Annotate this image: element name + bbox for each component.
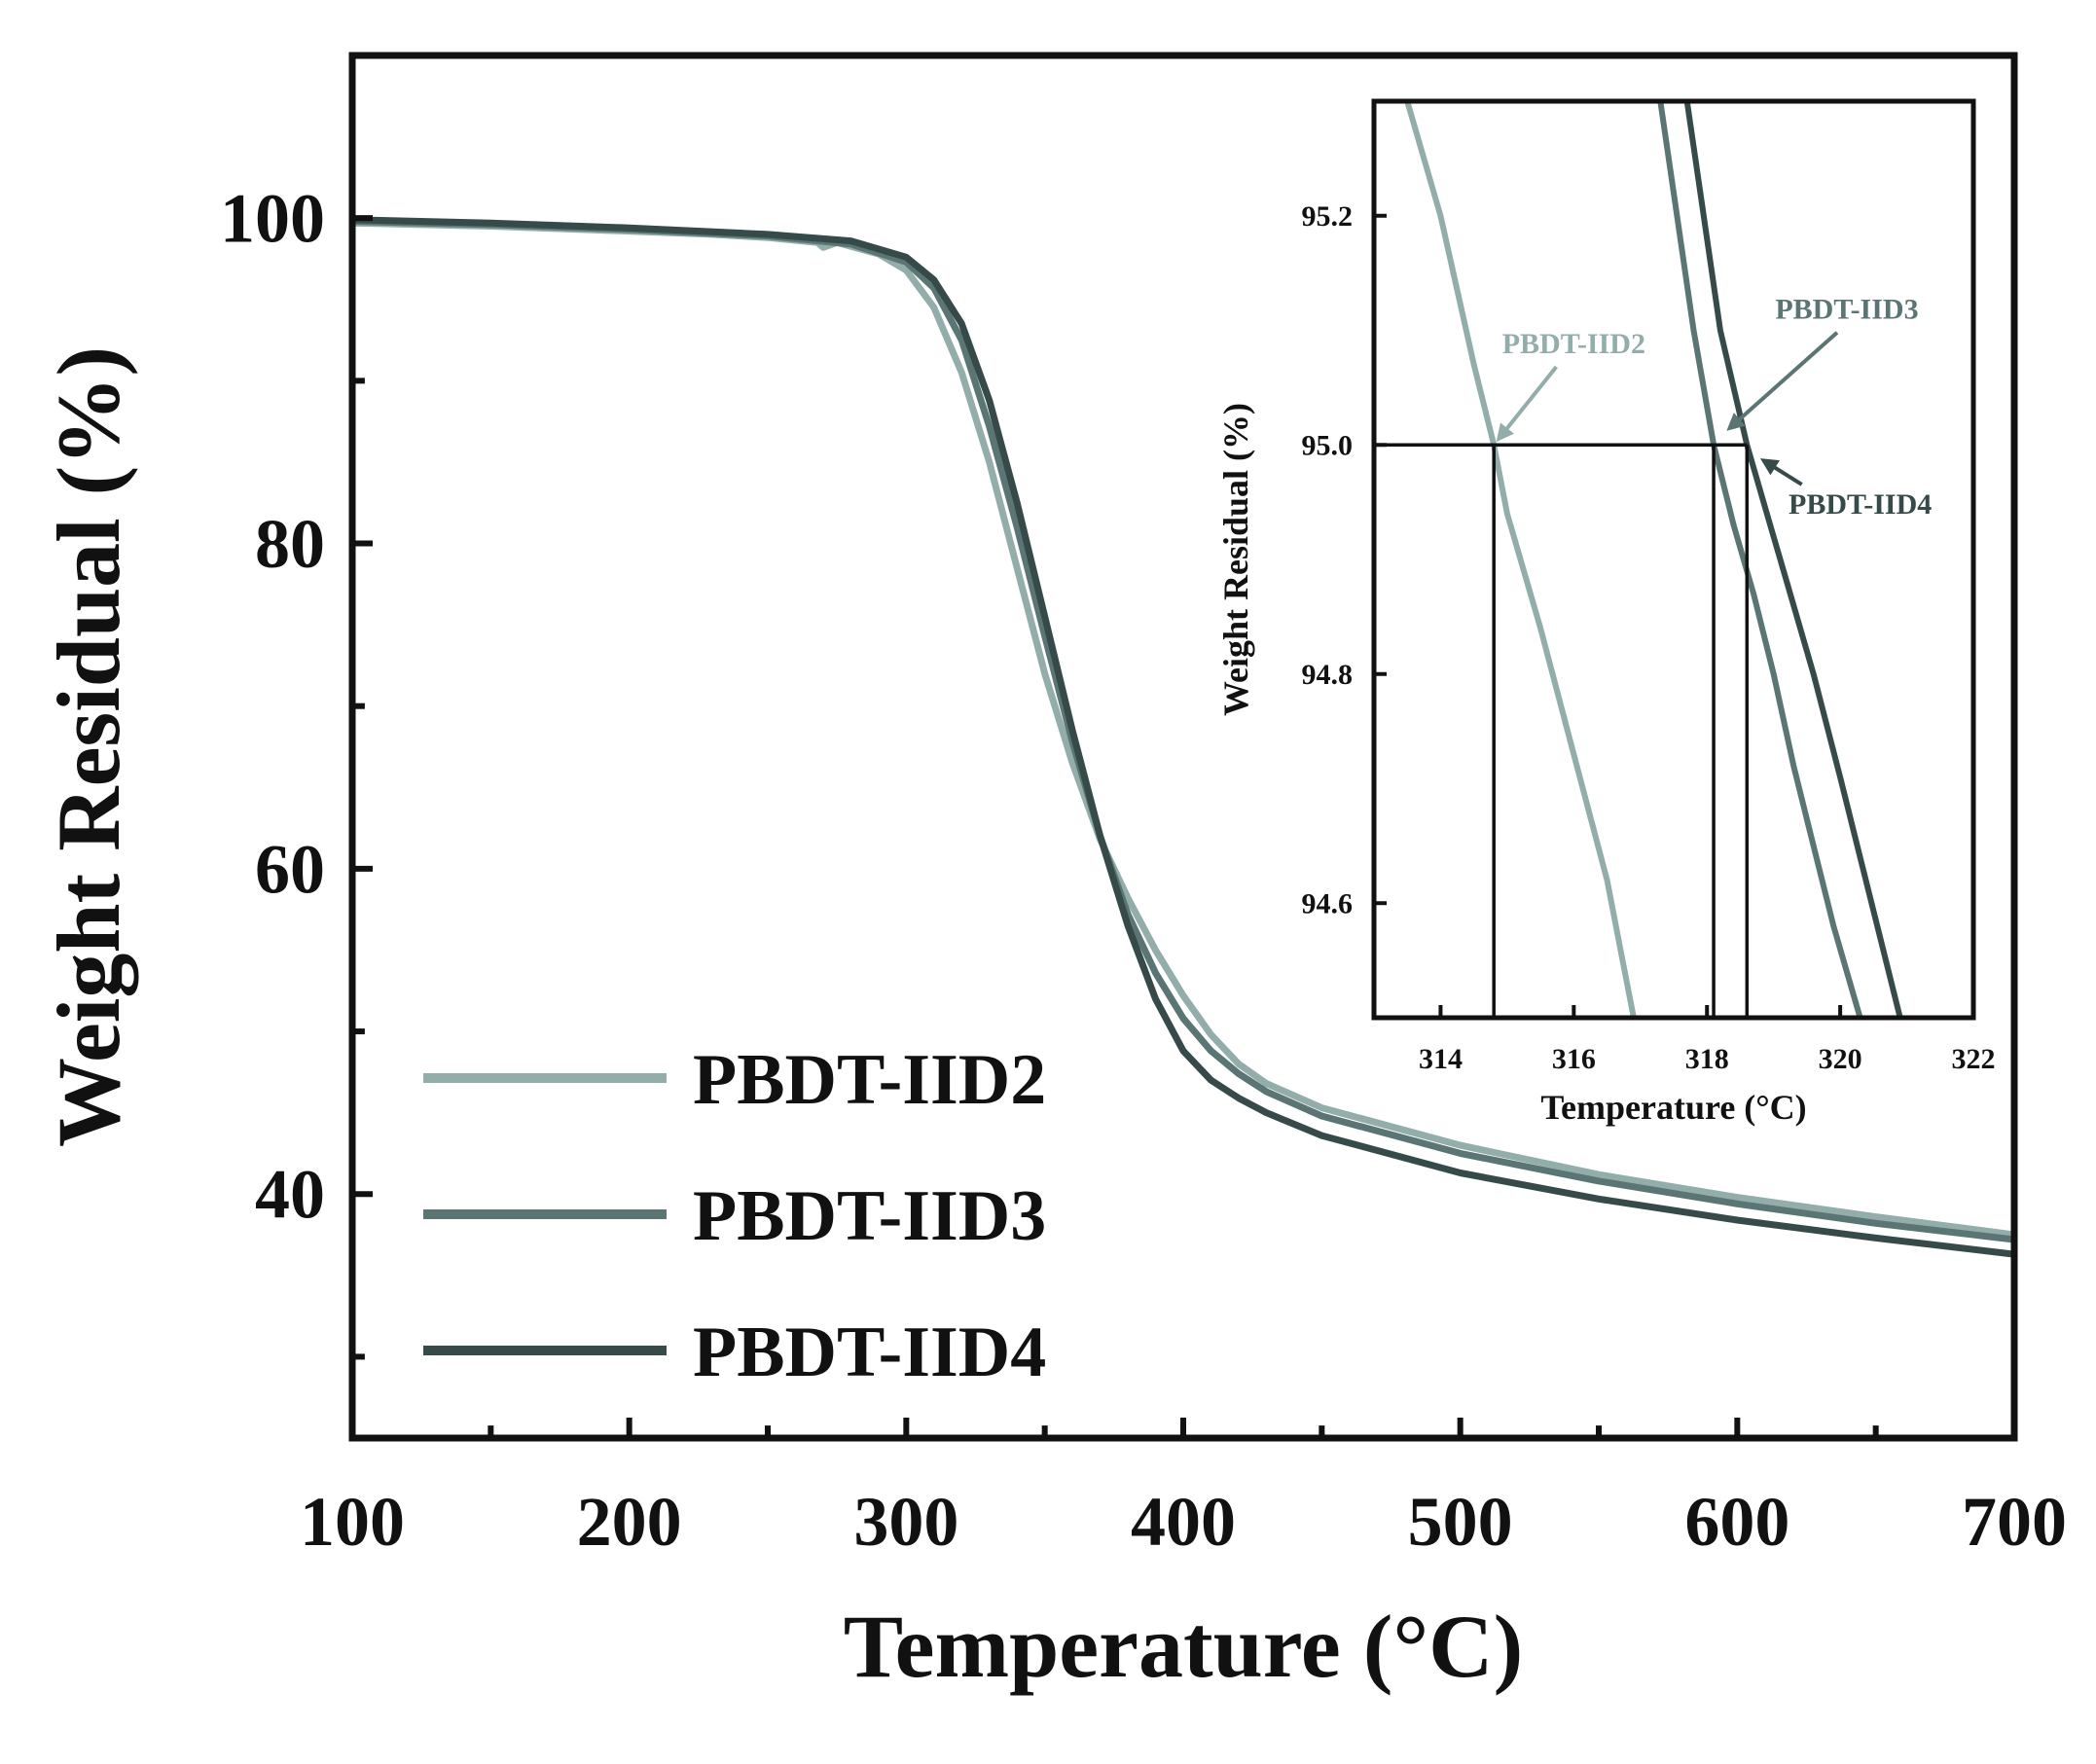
inset-series-line-pbdt-iid3: [1657, 101, 1863, 1018]
main-plot: 100 200 300 400 500 600 700 40 60 80 100 Temperatur…: [39, 52, 2067, 1696]
inset-annotation-arrow-head: [1726, 413, 1746, 431]
main-x-tick-label: 600: [1684, 1483, 1789, 1561]
main-y-tick-label: 100: [220, 180, 325, 258]
legend-item-pbdt-iid4: PBDT-IID4: [423, 1313, 1046, 1392]
inset-series-group: [1404, 101, 1903, 1018]
inset-x-tick-label: 322: [1952, 1043, 1996, 1075]
inset-annotations: PBDT-IID2 PBDT-IID3 PBDT-IID4: [1496, 294, 1932, 521]
legend-item-pbdt-iid3: PBDT-IID3: [423, 1176, 1046, 1256]
inset-y-tick-label: 95.0: [1302, 429, 1354, 461]
inset-x-tick-label: 316: [1552, 1043, 1596, 1075]
inset-annotation-arrow-shaft: [1501, 365, 1558, 435]
inset-reference-lines: [1374, 443, 1750, 1018]
main-x-tick-label: 700: [1962, 1483, 2067, 1561]
legend-label: PBDT-IID4: [693, 1313, 1046, 1392]
inset-y-tick-label: 95.2: [1302, 200, 1354, 233]
inset-background: [1374, 101, 1973, 1018]
main-x-tick-label: 100: [300, 1483, 405, 1561]
main-x-tick-label: 500: [1408, 1483, 1513, 1561]
inset-annotation-label-pbdt-iid3: PBDT-IID3: [1775, 294, 1918, 326]
main-y-tick-label: 40: [255, 1156, 325, 1234]
inset-annotation-arrow-shaft: [1769, 462, 1803, 486]
inset-x-tick-label: 314: [1419, 1043, 1463, 1075]
main-y-tick-label: 80: [255, 505, 325, 583]
inset-series-line-pbdt-iid2: [1404, 101, 1637, 1018]
legend: PBDT-IID2 PBDT-IID3 PBDT-IID4: [423, 1040, 1046, 1392]
legend-label: PBDT-IID2: [693, 1040, 1046, 1120]
inset-series-line-pbdt-iid4: [1683, 101, 1903, 1018]
main-series-line-pbdt-iid4: [352, 216, 2014, 1258]
main-x-tick-label: 200: [577, 1483, 682, 1561]
main-y-axis-title: Weight Residual (%): [39, 346, 138, 1147]
main-x-tick-label: 300: [853, 1483, 958, 1561]
main-x-tick-label: 400: [1131, 1483, 1236, 1561]
legend-label: PBDT-IID3: [693, 1176, 1046, 1256]
inset-annotation-label-pbdt-iid4: PBDT-IID4: [1789, 488, 1932, 521]
main-x-axis-title: Temperature (°C): [844, 1597, 1524, 1696]
inset-y-tick-label: 94.8: [1302, 659, 1354, 691]
inset-annotation-arrow-shaft: [1733, 331, 1839, 425]
legend-item-pbdt-iid2: PBDT-IID2: [423, 1040, 1046, 1120]
inset-x-tick-label: 318: [1685, 1043, 1729, 1075]
main-series-group: [352, 216, 2014, 1258]
inset-y-axis-title: Weight Residual (%): [1216, 403, 1255, 716]
inset-annotation-arrow-head: [1496, 422, 1514, 443]
inset-x-axis-title: Temperature (°C): [1540, 1088, 1806, 1127]
inset-annotation-arrow-head: [1759, 458, 1780, 476]
inset-plot: 314 316 318 320 322 94.6 94.8 95.0 95.2 Temperatu…: [1216, 98, 1996, 1127]
inset-annotation-label-pbdt-iid2: PBDT-IID2: [1502, 328, 1645, 360]
main-y-tick-label: 60: [255, 830, 325, 908]
inset-plot-frame: [1371, 98, 1976, 1021]
inset-x-tick-label: 320: [1819, 1043, 1862, 1075]
inset-y-tick-label: 94.6: [1302, 887, 1354, 919]
